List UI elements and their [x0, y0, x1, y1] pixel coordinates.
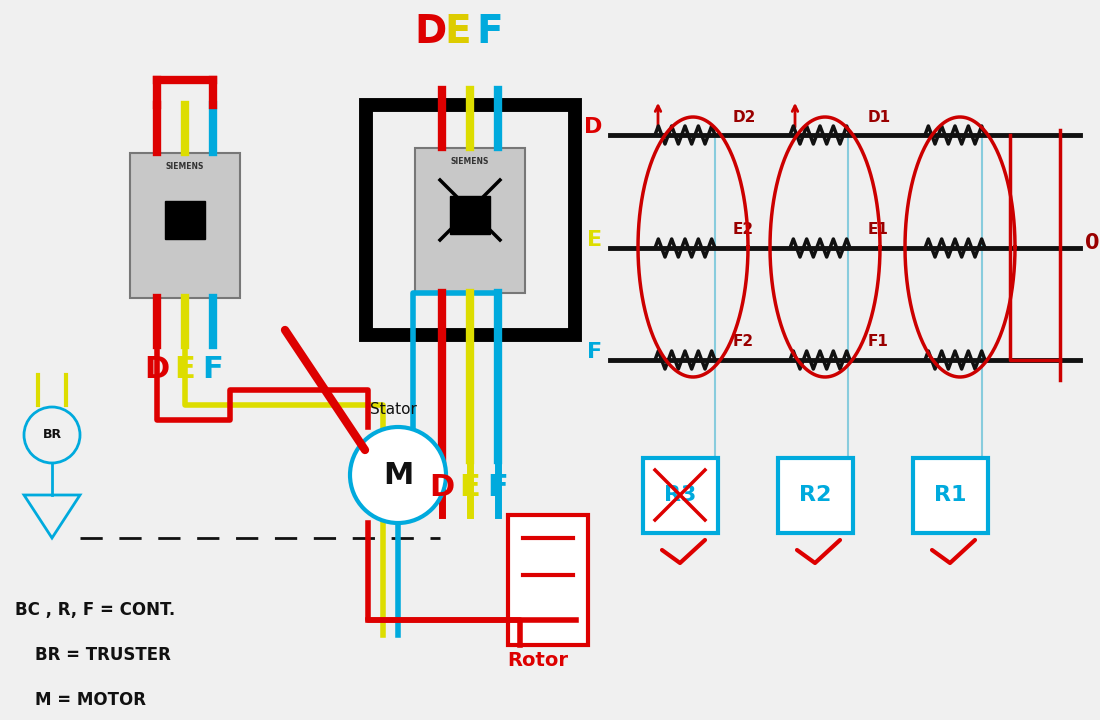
Text: Stator: Stator	[370, 402, 417, 418]
FancyBboxPatch shape	[415, 148, 525, 292]
Text: SIEMENS: SIEMENS	[166, 162, 205, 171]
Text: R2: R2	[799, 485, 832, 505]
Text: R3: R3	[663, 485, 696, 505]
Text: M: M	[383, 461, 414, 490]
Text: F2: F2	[733, 335, 755, 349]
Text: D: D	[429, 474, 454, 503]
Text: F: F	[202, 356, 223, 384]
Text: E: E	[175, 356, 196, 384]
Text: D2: D2	[733, 109, 757, 125]
Text: E2: E2	[733, 222, 755, 238]
Text: BC , R, F = CONT.: BC , R, F = CONT.	[15, 601, 175, 619]
FancyBboxPatch shape	[913, 457, 988, 533]
Circle shape	[350, 427, 446, 523]
Text: D: D	[144, 356, 169, 384]
Text: BR = TRUSTER: BR = TRUSTER	[35, 646, 170, 664]
Text: F: F	[476, 13, 504, 51]
Text: E1: E1	[868, 222, 889, 238]
Text: Rotor: Rotor	[507, 650, 569, 670]
Text: E: E	[587, 230, 602, 250]
Text: SIEMENS: SIEMENS	[451, 157, 490, 166]
Text: F: F	[487, 474, 508, 503]
FancyBboxPatch shape	[778, 457, 852, 533]
Text: BR: BR	[43, 428, 62, 441]
Text: E: E	[460, 474, 481, 503]
Text: D: D	[584, 117, 602, 137]
Text: E: E	[444, 13, 471, 51]
Text: F: F	[587, 342, 602, 362]
FancyBboxPatch shape	[165, 201, 205, 239]
FancyBboxPatch shape	[130, 153, 240, 297]
Text: D1: D1	[868, 109, 891, 125]
FancyBboxPatch shape	[642, 457, 717, 533]
Text: F1: F1	[868, 335, 889, 349]
Text: R1: R1	[934, 485, 966, 505]
Text: 0: 0	[1085, 233, 1100, 253]
Text: M = MOTOR: M = MOTOR	[35, 691, 146, 709]
FancyBboxPatch shape	[508, 515, 588, 645]
FancyBboxPatch shape	[450, 196, 490, 234]
Text: D: D	[414, 13, 447, 51]
